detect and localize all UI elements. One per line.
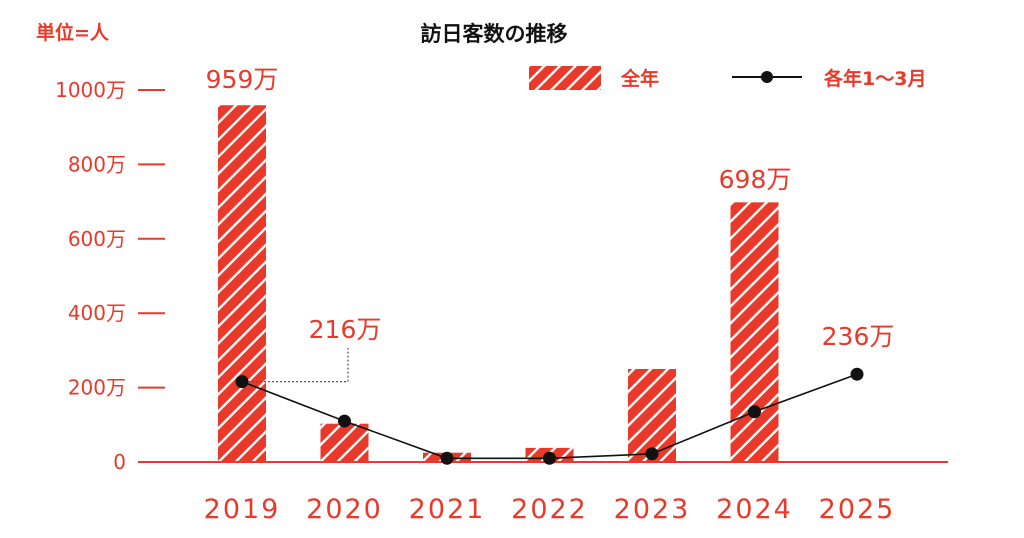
y-tick-label: 800万 — [68, 152, 126, 176]
x-tick-label: 2019 — [204, 494, 281, 525]
chart-title: 訪日客数の推移 — [0, 18, 1024, 48]
y-tick-label: 0 — [113, 450, 126, 474]
bar-2019 — [218, 105, 266, 462]
y-tick-label: 400万 — [68, 301, 126, 325]
q1-point-2022 — [543, 451, 556, 465]
x-tick-label: 2024 — [716, 494, 793, 525]
annotation-leader-line — [248, 348, 349, 383]
x-tick-label: 2020 — [306, 494, 383, 525]
q1-point-2021 — [440, 451, 454, 465]
q1-point-2019 — [235, 375, 249, 389]
y-tick-label: 1000万 — [55, 78, 126, 102]
legend-label-full-year: 全年 — [621, 67, 660, 90]
annotation-2024-full-year: 698万 — [719, 165, 792, 194]
q1-point-2024 — [748, 405, 761, 419]
annotation-2019-full-year: 959万 — [206, 65, 279, 94]
bar-2020 — [320, 423, 369, 462]
bar-2024 — [730, 202, 779, 462]
legend-item-full-year: 全年 — [529, 62, 659, 92]
hatched-bar-swatch-icon — [529, 66, 601, 90]
x-tick-label: 2021 — [409, 494, 486, 525]
legend-item-q1: 各年1～3月 — [730, 62, 926, 92]
q1-point-2025 — [850, 367, 864, 381]
x-tick-label: 2025 — [819, 494, 896, 525]
q1-point-2020 — [338, 414, 351, 428]
chart-title-text: 訪日客数の推移 — [420, 22, 568, 46]
annotation-2025-q1: 236万 — [822, 322, 895, 351]
x-tick-label: 2022 — [511, 494, 588, 525]
annotation-2019-q1: 216万 — [309, 315, 382, 344]
q1-point-2023 — [645, 447, 659, 461]
line-marker-swatch-icon — [732, 71, 802, 83]
y-tick-label: 200万 — [68, 376, 126, 400]
legend-label-q1: 各年1～3月 — [824, 67, 927, 90]
x-tick-label: 2023 — [614, 494, 691, 525]
y-tick-label: 600万 — [68, 227, 126, 251]
unit-label: 単位=人 — [36, 22, 109, 44]
